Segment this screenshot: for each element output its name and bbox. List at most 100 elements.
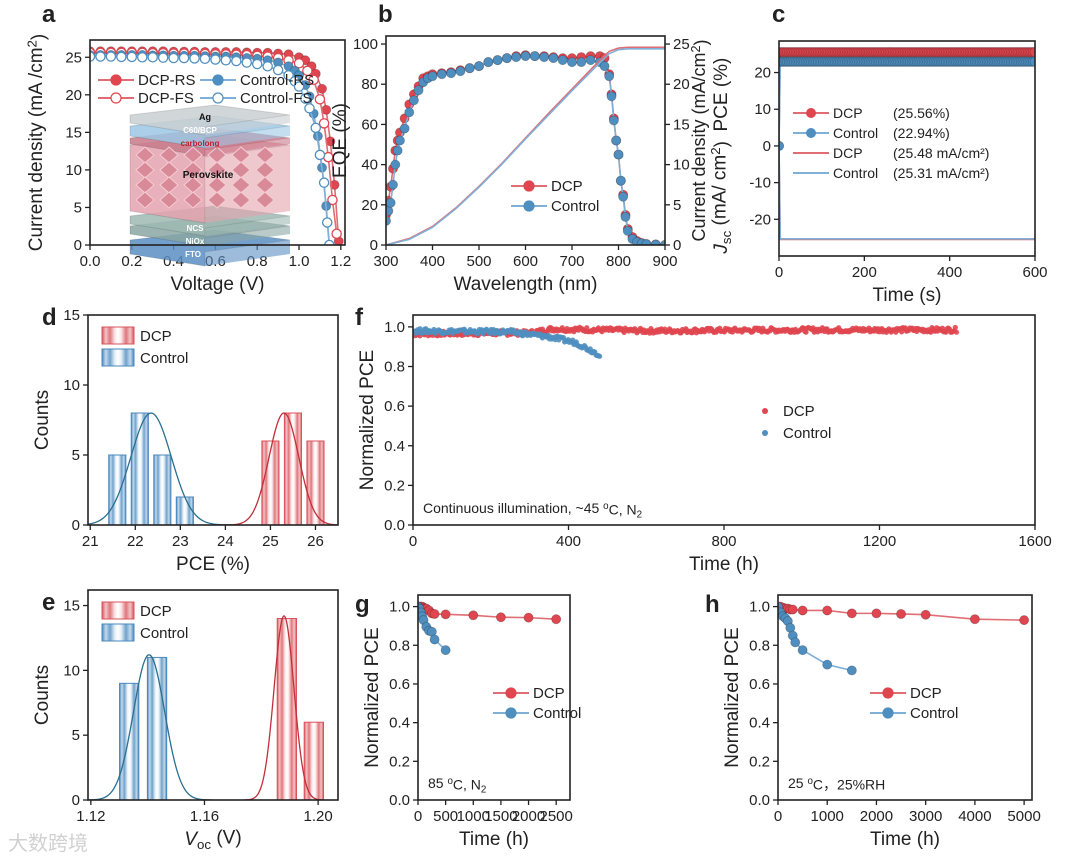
data-point <box>464 63 475 74</box>
x-tick-label: 800 <box>711 533 736 550</box>
data-point <box>178 52 190 64</box>
legend-label: Control-FS <box>240 90 313 107</box>
x-axis-label: Time (h) <box>689 554 759 575</box>
data-point <box>105 51 117 62</box>
y-tick-label: 0.8 <box>749 637 770 654</box>
legend-item: DCP-RS <box>98 72 196 89</box>
y-axis-label: EQE (%) <box>330 103 351 178</box>
legend-label: DCP <box>910 685 942 702</box>
y-tick-label: 0.2 <box>749 753 770 770</box>
data-point <box>969 614 980 625</box>
inset-layer-label: carbolong <box>181 139 220 148</box>
data-point <box>455 66 466 77</box>
panel-a: a0.00.20.40.60.81.01.20510152025Voltage … <box>25 1 352 295</box>
data-point <box>304 103 315 114</box>
data-point <box>272 64 284 76</box>
x-tick-label: 1.16 <box>190 808 219 825</box>
device-stack-inset: Ag C60/BCP carbolong Perovskite NCS NiOx FTO <box>129 104 291 267</box>
data-point <box>321 217 333 228</box>
plot-area <box>779 47 1035 241</box>
data-point <box>210 54 221 65</box>
inset-layer-label: NiOx <box>186 237 205 246</box>
condition-annotation: 25 oC，25%RH <box>788 775 885 793</box>
data-point <box>318 177 330 188</box>
data-point <box>157 52 169 63</box>
data-point <box>501 53 512 64</box>
data-point <box>822 659 833 670</box>
x-tick-label: 0 <box>774 808 782 825</box>
data-point <box>520 51 531 62</box>
panel-c: c 0 200 400 600 -20 -10 0 10 20 Time (s) PCE (%) Jsc… <box>708 1 1048 306</box>
histogram-bar <box>108 454 127 525</box>
x-tick-label: 25 <box>262 533 279 550</box>
legend-label: Control <box>910 705 958 722</box>
data-point <box>314 149 326 161</box>
x-tick-label: 22 <box>127 533 144 550</box>
x-tick-label: 300 <box>373 253 398 270</box>
legend-item: DCP <box>493 685 565 702</box>
data-point <box>585 55 596 66</box>
x-axis-label: Time (h) <box>870 829 940 850</box>
x-tick-label: 5000 <box>1007 808 1040 825</box>
y-tick-label: 0.0 <box>384 517 405 534</box>
data-point <box>495 612 506 623</box>
y-tick-label: 5 <box>74 199 82 216</box>
x-tick-label: 0.2 <box>121 253 142 270</box>
y-axis-label: Counts <box>32 390 53 450</box>
y-tick-label: 0.8 <box>384 359 405 376</box>
data-point <box>790 637 801 648</box>
y-axis-label-pce: PCE (%) <box>711 58 732 132</box>
panel-label: f <box>355 304 364 331</box>
data-point <box>329 179 340 190</box>
y-tick-label: 0.6 <box>384 398 405 415</box>
legend-label: DCP <box>783 403 815 420</box>
data-point <box>953 329 960 335</box>
legend-item: Control <box>493 705 581 722</box>
legend-value: (25.31 mA/cm²) <box>893 165 989 181</box>
data-point <box>620 211 631 222</box>
legend-value: (25.48 mA/cm²) <box>893 145 989 161</box>
legend-name: Control <box>833 125 878 141</box>
panel-label: d <box>42 304 57 331</box>
data-point <box>168 52 179 64</box>
legend-marker <box>505 707 517 719</box>
data-point <box>613 149 624 160</box>
data-point <box>440 645 451 656</box>
legend-marker <box>110 92 122 104</box>
y-tick-label: 1.0 <box>384 319 405 336</box>
data-point <box>386 197 396 208</box>
inset-layer-label: FTO <box>185 250 201 259</box>
legend-item: DCP <box>870 685 942 702</box>
legend-marker <box>110 74 122 86</box>
data-point <box>404 107 415 118</box>
panel-label: h <box>705 591 720 618</box>
legend-label: Control <box>533 705 581 722</box>
y2-axis-label: Current density (mA/cm2) <box>689 39 711 241</box>
gaussian-fit-dcp <box>244 615 324 800</box>
data-point <box>523 612 534 623</box>
y-tick-label: 0.6 <box>749 676 770 693</box>
octahedron <box>231 191 251 209</box>
data-point <box>417 326 423 332</box>
data-point <box>137 52 148 63</box>
y2-tick-label: 10 <box>673 157 690 174</box>
gaussian-fit-dcp <box>224 412 338 525</box>
y-tick-label: 60 <box>361 116 378 133</box>
inset-layer-label: C60/BCP <box>183 126 217 135</box>
y2-tick-label: 25 <box>673 36 690 53</box>
plot-area <box>386 46 665 245</box>
octahedron <box>159 191 179 209</box>
x-tick-label: 400 <box>420 253 445 270</box>
x-axis-label: Wavelength (nm) <box>454 274 598 295</box>
inset-layer-side <box>205 226 290 246</box>
watermark-logo: 大数跨境 <box>8 831 88 855</box>
plot-area <box>88 412 338 525</box>
x-tick-label: 2000 <box>512 808 545 825</box>
x-tick-label: 24 <box>217 533 234 550</box>
data-point <box>557 55 568 66</box>
x-tick-label: 26 <box>307 533 324 550</box>
legend-label: DCP <box>140 603 172 620</box>
y-tick-label: 0.0 <box>389 792 410 809</box>
data-point <box>539 52 550 63</box>
